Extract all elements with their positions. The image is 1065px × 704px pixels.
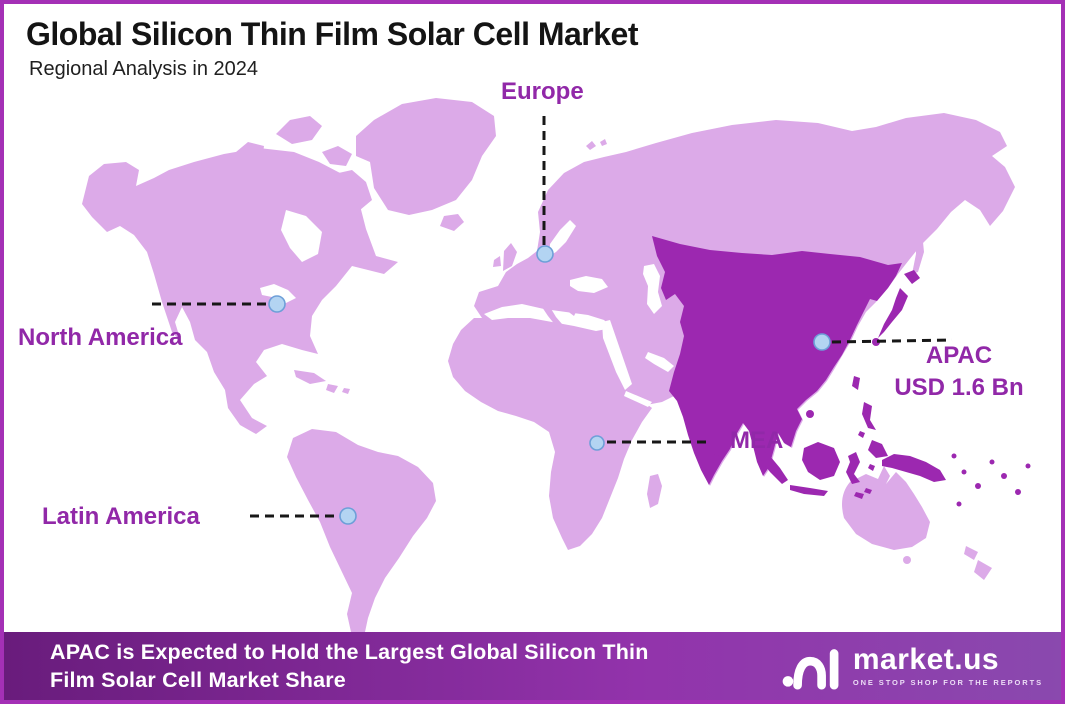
region-label-north-america: North America: [18, 324, 183, 351]
page-title: Global Silicon Thin Film Solar Cell Mark…: [26, 16, 639, 52]
north-america-landmass: [82, 148, 398, 434]
new-zealand-islands: [964, 546, 992, 580]
logo-name: market.us: [852, 643, 1000, 677]
world-map: [82, 98, 1031, 632]
australia-landmass: [842, 466, 930, 550]
caribbean-islands: [294, 370, 350, 394]
sulawesi-island: [846, 452, 860, 484]
footer-note-line-1: APAC is Expected to Hold the Largest Glo…: [50, 640, 649, 664]
region-label-latin-america: Latin America: [42, 503, 200, 530]
baltic-sea: [549, 220, 576, 256]
apac-region-group: [652, 236, 1031, 507]
new-guinea-island: [882, 454, 946, 482]
region-label-apac-name: APAC: [925, 342, 993, 369]
gulf-of-aden: [624, 391, 652, 407]
marketus-logo-mark: [782, 649, 839, 690]
landmass-light-group: [82, 98, 1015, 632]
apac-mainland: [652, 236, 902, 485]
region-marker-europe: [536, 245, 554, 263]
black-sea: [570, 276, 608, 293]
header: Global Silicon Thin Film Solar Cell Mark…: [26, 16, 639, 81]
region-marker-north-america: [268, 295, 286, 313]
region-marker-mea: [589, 435, 605, 451]
page-subtitle: Regional Analysis in 2024: [29, 57, 259, 80]
svalbard-islands: [586, 139, 607, 150]
taiwan-island: [852, 376, 860, 390]
logo-tagline: ONE STOP SHOP FOR THE REPORTS: [852, 678, 1043, 688]
mediterranean-sea: [484, 304, 612, 331]
greenland-landmass: [356, 98, 496, 215]
markers-group: [268, 245, 831, 525]
region-marker-latin-america: [339, 507, 357, 525]
hudson-bay: [281, 210, 322, 262]
region-label-mea: MEA: [730, 427, 784, 454]
region-label-apac: APAC USD 1.6 Bn: [884, 342, 1034, 402]
iceland-landmass: [440, 214, 464, 231]
pacific-islands: [951, 453, 1031, 507]
sumatra-island: [760, 448, 788, 484]
greece-peninsula: [566, 302, 578, 316]
caspian-sea: [643, 264, 662, 314]
hainan-island: [806, 410, 814, 418]
moluccas-timor-islands: [854, 464, 875, 499]
philippines-islands: [858, 402, 888, 458]
region-marker-apac: [813, 333, 831, 351]
south-america-landmass: [287, 429, 436, 632]
sea-cutouts-group: [260, 210, 674, 407]
sakhalin-island: [912, 232, 924, 274]
region-label-europe: Europe: [501, 78, 584, 105]
footer-note-line-2: Film Solar Cell Market Share: [50, 668, 346, 692]
tasmania-island: [903, 556, 911, 564]
footer-banner: APAC is Expected to Hold the Largest Glo…: [4, 632, 1061, 700]
italy-peninsula: [542, 299, 562, 333]
japan-islands: [878, 270, 920, 338]
marketus-logo: market.us ONE STOP SHOP FOR THE REPORTS: [781, 641, 1043, 691]
region-value-apac: USD 1.6 Bn: [894, 374, 1024, 401]
great-lakes: [260, 284, 296, 303]
java-island: [790, 485, 828, 496]
leader-line-apac: [831, 338, 953, 344]
arctic-islands: [236, 116, 372, 210]
borneo-island: [802, 442, 840, 480]
british-isles: [493, 243, 517, 271]
sri-lanka-island: [712, 454, 720, 465]
madagascar-island: [647, 474, 662, 508]
logo-text: market.us ONE STOP SHOP FOR THE REPORTS: [853, 645, 1043, 687]
footer-note: APAC is Expected to Hold the Largest Glo…: [50, 638, 649, 694]
persian-gulf: [645, 352, 674, 372]
red-sea: [602, 320, 632, 390]
leader-lines-group: [152, 116, 953, 518]
